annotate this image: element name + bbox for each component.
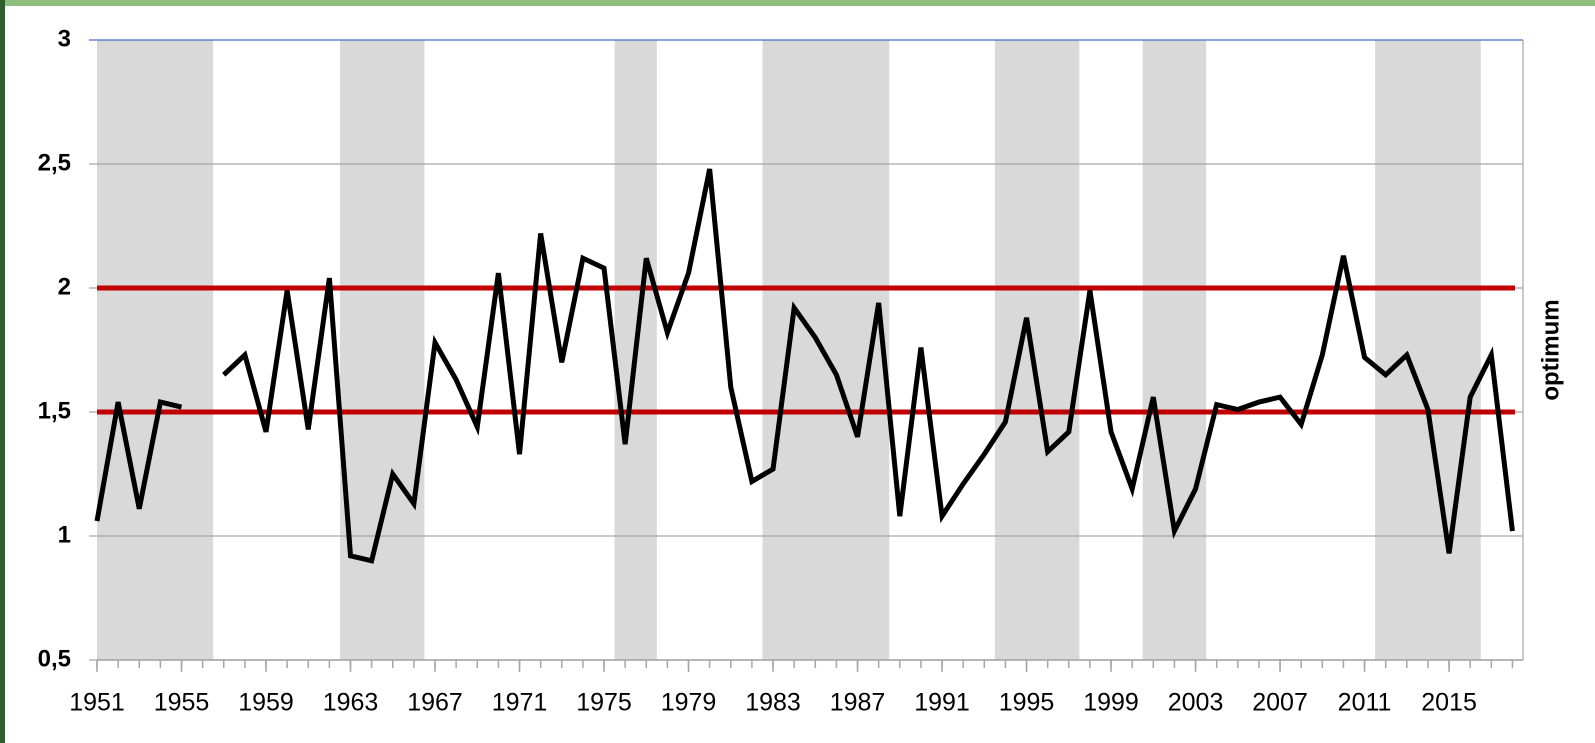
shaded-period <box>762 40 890 660</box>
shaded-period <box>1375 40 1481 660</box>
frame-left <box>0 0 5 743</box>
x-tick-label: 1995 <box>999 689 1055 717</box>
x-tick-label: 2007 <box>1252 689 1308 717</box>
shaded-period <box>339 40 425 660</box>
x-tick-label: 2015 <box>1421 689 1477 717</box>
y-tick-label: 1,5 <box>38 397 71 424</box>
x-tick-label: 1959 <box>238 689 294 717</box>
x-tick-label: 1967 <box>407 689 463 717</box>
x-tick-label: 1999 <box>1083 689 1139 717</box>
shaded-period <box>994 40 1080 660</box>
y-tick-label: 3 <box>58 25 71 52</box>
plot: 0,5 1 1,5 2 2,5 3 1951 1955 1959 1963 1967 1971 1975… <box>38 25 1524 717</box>
y-tick-label: 1 <box>58 521 71 548</box>
x-tick-label: 1979 <box>661 689 717 717</box>
shaded-period <box>1142 40 1207 660</box>
frame-top <box>0 0 1595 6</box>
y-tick-label: 2,5 <box>38 149 71 176</box>
x-tick-label: 2003 <box>1168 689 1224 717</box>
data-line <box>94 168 1515 564</box>
x-tick-label: 1971 <box>492 689 548 717</box>
y-tick-label: 0,5 <box>38 645 71 672</box>
shaded-period <box>97 40 214 660</box>
reference-label: optimum <box>1537 299 1564 400</box>
x-tick-label: 1983 <box>745 689 801 717</box>
x-tick-label: 1963 <box>323 689 379 717</box>
x-tick-label: 2011 <box>1338 689 1392 717</box>
x-tick-label: 1975 <box>576 689 632 717</box>
x-tick-label: 1951 <box>69 689 125 717</box>
y-tick-label: 2 <box>58 273 71 300</box>
x-tick-label: 1955 <box>154 689 210 717</box>
x-tick-label: 1991 <box>914 689 970 717</box>
x-tick-label: 1987 <box>830 689 886 717</box>
